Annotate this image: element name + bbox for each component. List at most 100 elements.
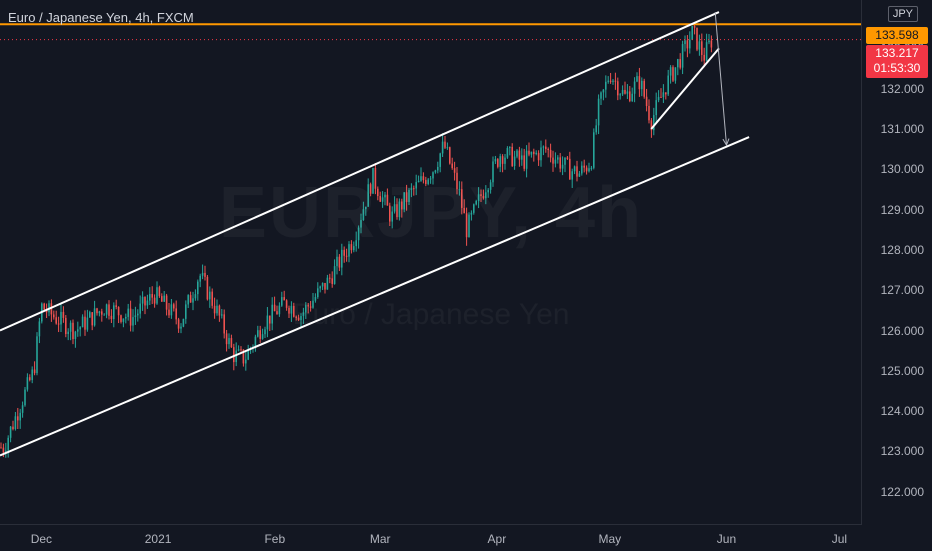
candle-body: [513, 156, 516, 166]
candle: [686, 35, 689, 58]
candle: [230, 334, 233, 348]
candle-body: [163, 295, 165, 302]
candle: [146, 294, 149, 309]
candle: [307, 302, 309, 314]
candle: [165, 293, 168, 316]
candle: [341, 243, 343, 276]
candle-body: [91, 312, 93, 326]
candle-body: [89, 312, 91, 318]
candle-body: [511, 146, 513, 166]
candle-body: [297, 317, 300, 321]
currency-label[interactable]: JPY: [887, 6, 918, 22]
candle: [163, 290, 165, 302]
candle-body: [667, 75, 669, 95]
candle: [571, 168, 573, 188]
candle-body: [384, 194, 386, 198]
candle: [324, 282, 326, 294]
candle-body: [338, 256, 341, 268]
candle: [696, 27, 698, 52]
candle: [681, 40, 684, 75]
candle: [105, 303, 108, 319]
candle: [485, 185, 487, 205]
candle: [509, 146, 511, 156]
candle: [353, 241, 355, 253]
candle-body: [636, 76, 638, 82]
candle-body: [305, 305, 307, 313]
candle: [0, 442, 2, 449]
candle-body: [691, 26, 693, 40]
candle: [271, 297, 273, 331]
candle-body: [257, 330, 259, 337]
candle-body: [336, 256, 338, 267]
candle: [125, 313, 127, 324]
candle-body: [62, 311, 65, 318]
candle-body: [177, 319, 180, 329]
candle: [708, 34, 710, 45]
candle-body: [391, 211, 393, 222]
candle-body: [398, 201, 401, 218]
candle: [259, 325, 261, 343]
candle-body: [669, 67, 672, 76]
candle-body: [441, 141, 444, 154]
candle: [518, 146, 521, 167]
candle-body: [537, 152, 540, 161]
candle: [24, 387, 26, 407]
candle-body: [180, 326, 182, 329]
candle-body: [614, 80, 617, 82]
candle-body: [345, 255, 348, 257]
candle: [626, 84, 629, 100]
candle-body: [561, 164, 564, 169]
candle: [113, 302, 115, 328]
candle: [703, 47, 705, 68]
candle-body: [98, 311, 101, 314]
candle: [468, 212, 470, 238]
candle-body: [225, 333, 228, 345]
candle: [458, 181, 461, 196]
candle-body: [113, 305, 115, 319]
candle: [300, 313, 302, 328]
candle: [595, 118, 597, 135]
candle-body: [314, 297, 317, 301]
candle: [369, 182, 372, 197]
candle: [705, 33, 708, 62]
candle: [643, 78, 645, 99]
candle-body: [710, 40, 713, 48]
time-tick-label: Apr: [487, 532, 507, 546]
candle-body: [235, 350, 237, 363]
candle: [501, 154, 504, 173]
price-tick-label: 124.000: [880, 404, 924, 419]
candle-body: [14, 416, 17, 430]
candle: [240, 346, 242, 352]
candle-body: [158, 287, 161, 297]
candle-body: [480, 194, 482, 197]
candle-body: [660, 96, 662, 98]
candle-body: [506, 148, 509, 158]
candle-body: [456, 172, 458, 190]
candle-body: [156, 287, 158, 304]
candle: [641, 77, 643, 97]
candle: [91, 312, 93, 331]
candle-body: [396, 204, 398, 218]
candle-body: [453, 168, 456, 173]
candle: [144, 296, 146, 315]
candle: [444, 136, 446, 150]
price-chart[interactable]: [0, 0, 862, 524]
candle-body: [401, 201, 403, 210]
candle: [494, 155, 497, 165]
time-tick-label: 2021: [144, 532, 172, 546]
time-axis[interactable]: [0, 524, 862, 551]
candle-body: [617, 81, 619, 96]
candle-body: [619, 94, 621, 96]
candle-body: [295, 316, 297, 318]
candle-body: [259, 330, 261, 339]
candle-body: [189, 295, 192, 303]
candle: [247, 344, 249, 361]
candle: [413, 185, 415, 196]
candle: [549, 143, 552, 163]
candle-body: [607, 80, 609, 82]
price-axis[interactable]: JPY 133.000132.000131.000130.000129.0001…: [861, 0, 932, 524]
candle: [127, 303, 129, 321]
channel-upper: [0, 11, 720, 332]
candle: [542, 145, 545, 156]
candle-body: [168, 309, 170, 316]
